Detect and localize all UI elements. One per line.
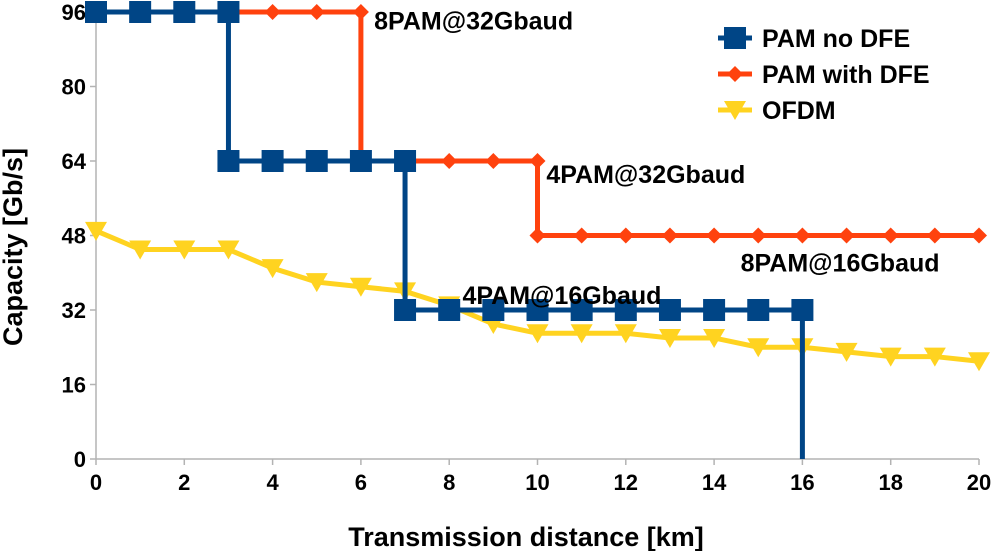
data-point	[703, 328, 726, 348]
data-point	[349, 150, 372, 172]
data-point	[879, 347, 902, 367]
data-point	[614, 299, 637, 321]
data-point	[352, 4, 369, 20]
data-point	[305, 150, 328, 172]
data-point	[791, 299, 814, 321]
y-tick-label: 0	[74, 447, 86, 472]
data-point	[794, 227, 811, 244]
data-point	[308, 4, 325, 20]
data-point	[261, 150, 284, 172]
y-tick-label: 48	[62, 224, 86, 249]
data-point	[394, 299, 417, 321]
data-point	[971, 227, 987, 244]
data-point	[261, 259, 284, 279]
legend-label: PAM with DFE	[762, 61, 930, 89]
data-point	[85, 1, 107, 23]
x-tick-label: 4	[266, 470, 279, 495]
data-point	[173, 240, 196, 260]
data-point	[529, 227, 546, 244]
y-tick-label: 32	[62, 298, 86, 323]
annotation-label: 4PAM@16Gbaud	[462, 282, 661, 310]
data-point	[747, 299, 770, 321]
legend-label: OFDM	[762, 97, 836, 125]
data-point	[838, 227, 855, 244]
data-point	[526, 324, 549, 344]
axes: 0 2 4 6 8 10 12 14 16 18 20 0 16 32 48 64 80 96	[62, 0, 992, 495]
data-point	[526, 299, 549, 321]
data-point	[617, 227, 634, 244]
legend-entry: OFDM	[718, 97, 836, 125]
data-point	[217, 240, 240, 260]
x-tick-label: 18	[878, 470, 902, 495]
data-point	[438, 299, 461, 321]
x-tick-label: 6	[355, 470, 367, 495]
annotations: 8PAM@32Gbaud 4PAM@32Gbaud 8PAM@16Gbaud 4PAM…	[374, 7, 939, 310]
data-point	[926, 227, 943, 244]
y-tick-label: 64	[62, 149, 87, 174]
data-point	[529, 153, 546, 169]
data-point	[441, 153, 458, 169]
data-point	[747, 338, 770, 358]
legend-label: PAM no DFE	[762, 25, 910, 53]
data-point	[305, 273, 328, 293]
legend-entry: PAM no DFE	[718, 25, 910, 53]
data-point	[349, 277, 372, 297]
y-tick-label: 80	[62, 75, 86, 100]
data-point	[573, 227, 590, 244]
data-point	[173, 1, 196, 23]
x-tick-label: 10	[525, 470, 549, 495]
data-point	[882, 227, 899, 244]
y-tick-label: 16	[62, 373, 86, 398]
x-tick-label: 20	[967, 470, 991, 495]
x-tick-label: 8	[443, 470, 455, 495]
annotation-label: 4PAM@32Gbaud	[546, 161, 745, 189]
legend-swatch-marker	[724, 27, 746, 49]
data-point	[482, 299, 505, 321]
data-point	[485, 153, 502, 169]
data-point	[85, 221, 107, 241]
data-point	[264, 4, 281, 20]
data-point	[394, 150, 417, 172]
data-point	[968, 352, 990, 372]
series-pam-no-dfe	[85, 1, 814, 459]
x-tick-label: 12	[614, 470, 638, 495]
x-axis-title: Transmission distance [km]	[348, 522, 704, 551]
data-point	[570, 324, 593, 344]
data-point	[129, 1, 152, 23]
data-point	[129, 240, 152, 260]
data-point	[217, 150, 240, 172]
x-tick-label: 14	[702, 470, 727, 495]
data-point	[703, 299, 726, 321]
data-point	[706, 227, 723, 244]
data-point	[217, 1, 240, 23]
series-layer	[85, 1, 990, 459]
data-point	[661, 227, 678, 244]
legend-swatch-marker	[724, 101, 746, 120]
annotation-label: 8PAM@16Gbaud	[741, 249, 940, 277]
data-point	[923, 347, 946, 367]
y-tick-label: 96	[62, 0, 86, 25]
y-axis-title: Capacity [Gb/s]	[0, 148, 28, 346]
legend-entry: PAM with DFE	[718, 61, 930, 89]
data-point	[835, 342, 858, 362]
data-point	[614, 324, 637, 344]
annotation-label: 8PAM@32Gbaud	[374, 7, 573, 35]
x-tick-label: 2	[178, 470, 190, 495]
data-point	[750, 227, 767, 244]
x-tick-label: 16	[790, 470, 814, 495]
data-point	[658, 328, 681, 348]
legend-swatch-marker	[727, 66, 743, 82]
legend: PAM no DFE PAM with DFE OFDM	[718, 25, 930, 125]
data-point	[658, 299, 681, 321]
data-point	[570, 299, 593, 321]
x-tick-label: 0	[90, 470, 102, 495]
